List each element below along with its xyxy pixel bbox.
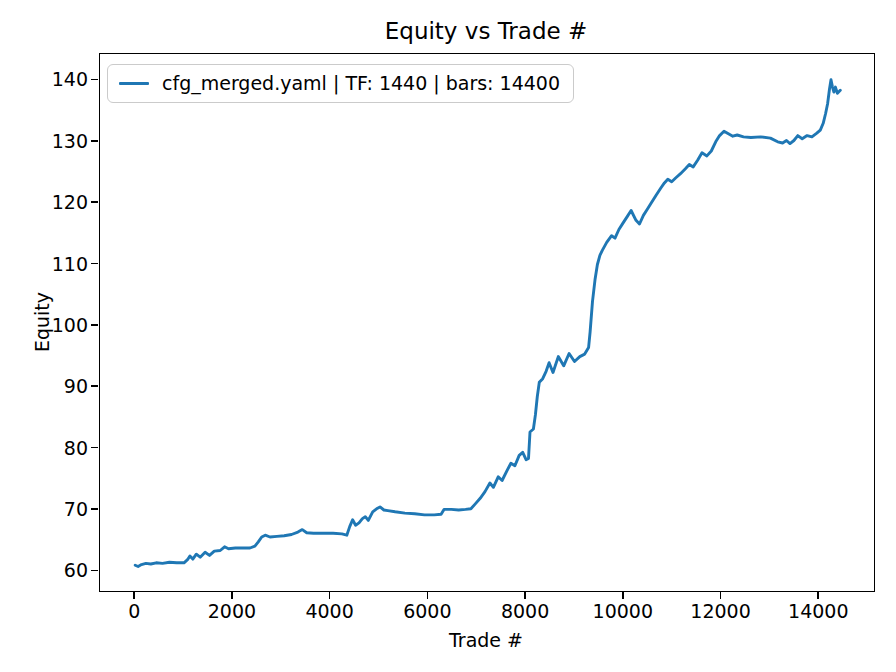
plot-canvas — [100, 54, 874, 591]
y-tick-mark — [91, 263, 98, 265]
legend-label: cfg_merged.yaml | TF: 1440 | bars: 14400 — [162, 72, 560, 95]
y-tick-label: 90 — [64, 375, 88, 397]
y-tick-mark — [91, 508, 98, 510]
y-tick-label: 130 — [52, 130, 88, 152]
x-tick-label: 14000 — [788, 600, 848, 622]
x-tick-label: 10000 — [593, 600, 653, 622]
x-tick-mark — [720, 592, 722, 599]
y-tick-mark — [91, 447, 98, 449]
x-tick-label: 8000 — [501, 600, 549, 622]
x-axis-label: Trade # — [99, 629, 873, 652]
x-tick-label: 6000 — [403, 600, 451, 622]
equity-line — [135, 80, 840, 567]
y-tick-label: 120 — [52, 191, 88, 213]
x-tick-mark — [817, 592, 819, 599]
chart-title: Equity vs Trade # — [99, 17, 873, 45]
x-tick-mark — [329, 592, 331, 599]
x-tick-mark — [231, 592, 233, 599]
chart-figure: Equity vs Trade # Equity Trade # cfg_mer… — [0, 0, 896, 672]
legend: cfg_merged.yaml | TF: 1440 | bars: 14400 — [107, 64, 574, 103]
x-tick-label: 4000 — [305, 600, 353, 622]
plot-area: cfg_merged.yaml | TF: 1440 | bars: 14400 — [99, 53, 875, 592]
y-tick-mark — [91, 385, 98, 387]
y-tick-label: 140 — [52, 68, 88, 90]
y-tick-label: 80 — [64, 437, 88, 459]
y-tick-label: 60 — [64, 559, 88, 581]
x-tick-mark — [622, 592, 624, 599]
x-tick-label: 0 — [128, 600, 140, 622]
x-tick-label: 12000 — [690, 600, 750, 622]
y-tick-label: 100 — [52, 314, 88, 336]
y-tick-label: 110 — [52, 253, 88, 275]
x-tick-mark — [427, 592, 429, 599]
y-axis-label: Equity — [31, 292, 54, 352]
y-tick-label: 70 — [64, 498, 88, 520]
x-tick-label: 2000 — [208, 600, 256, 622]
x-tick-mark — [524, 592, 526, 599]
y-tick-mark — [91, 324, 98, 326]
y-tick-mark — [91, 79, 98, 81]
legend-line-sample — [119, 82, 149, 85]
y-tick-mark — [91, 201, 98, 203]
y-tick-mark — [91, 570, 98, 572]
y-tick-mark — [91, 140, 98, 142]
x-tick-mark — [133, 592, 135, 599]
